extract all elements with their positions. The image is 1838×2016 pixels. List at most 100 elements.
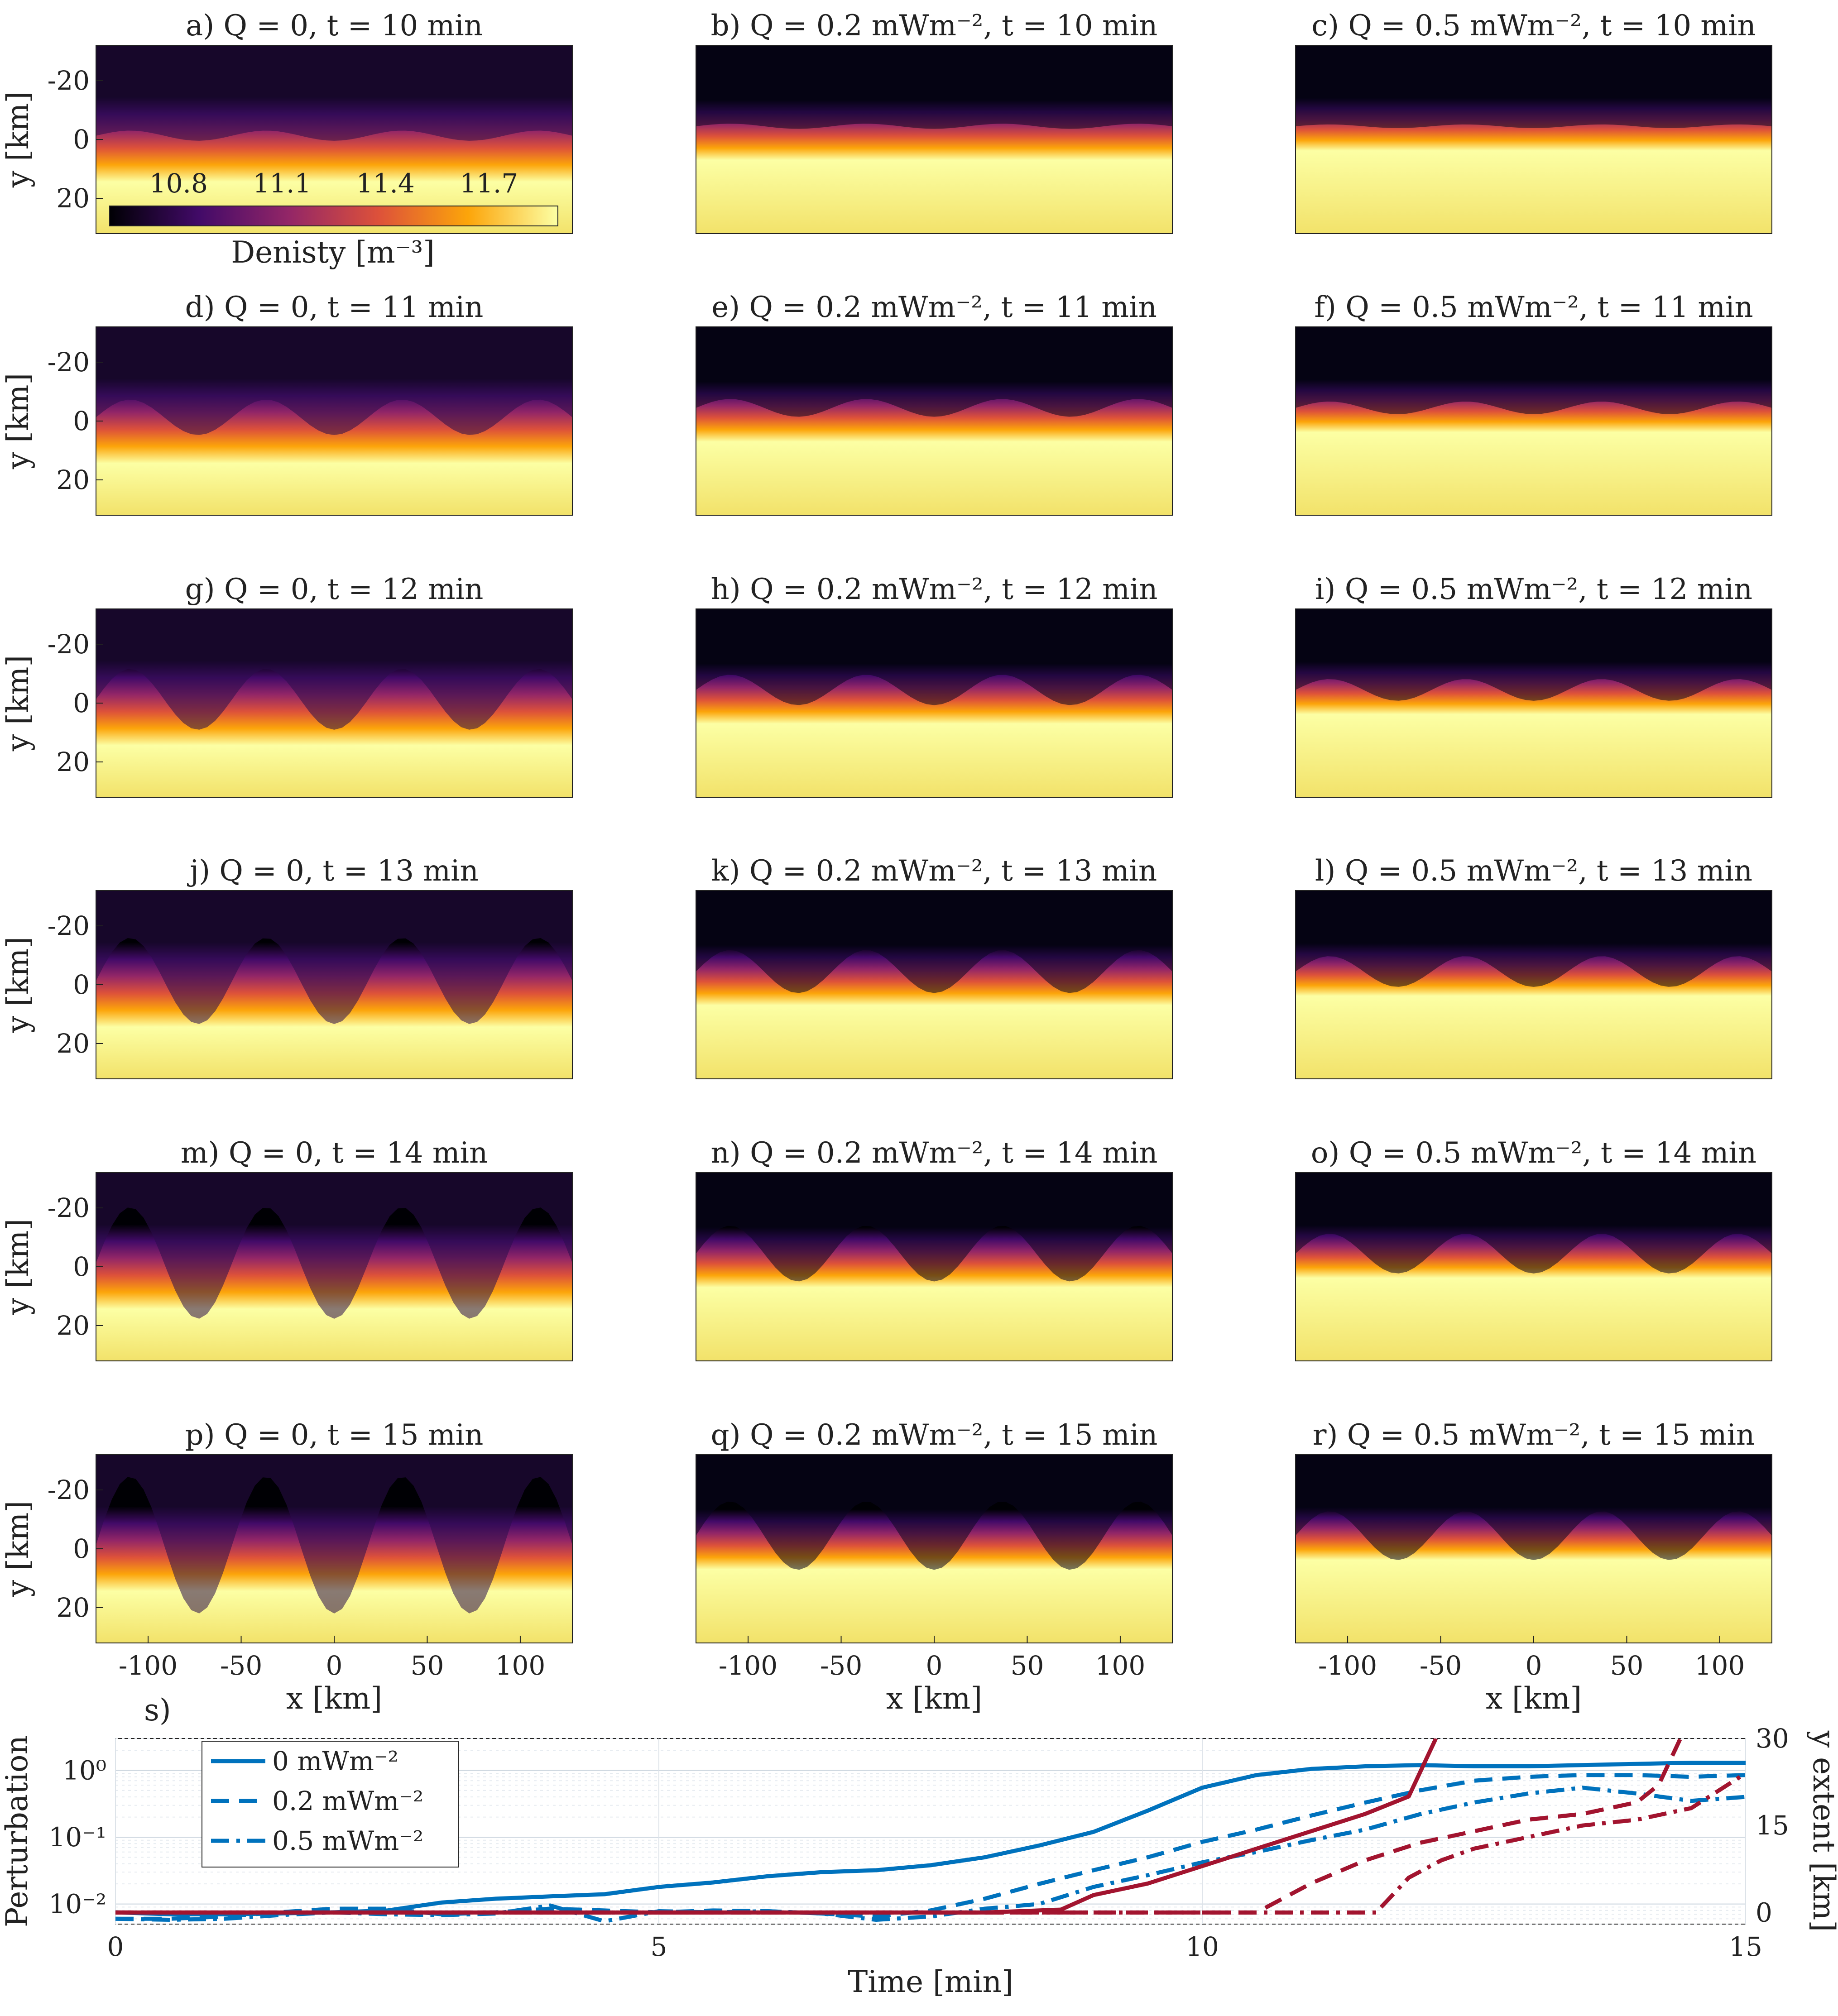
panel-title: l) Q = 0.5 mWm⁻², t = 13 min (1315, 854, 1752, 888)
panel-frame (1295, 890, 1772, 1079)
y-axis-label: y [km] (0, 1501, 35, 1597)
panel-frame (1295, 1172, 1772, 1361)
y-axis-label: y [km] (0, 1219, 35, 1315)
left-tick-label: 10⁻² (48, 1889, 106, 1920)
colorbar-label: Denisty [m⁻³] (231, 235, 435, 270)
y-tick-label: -20 (48, 347, 90, 378)
panel-title: g) Q = 0, t = 12 min (185, 573, 484, 606)
x-tick-label: 15 (1729, 1931, 1762, 1962)
legend-entry: 0.2 mWm⁻² (272, 1786, 423, 1816)
panel-frame (696, 608, 1173, 798)
panel-title: i) Q = 0.5 mWm⁻², t = 12 min (1315, 573, 1752, 606)
x-tick-label: 0 (326, 1650, 343, 1681)
panel-title: f) Q = 0.5 mWm⁻², t = 11 min (1314, 291, 1753, 324)
y-tick-label: -20 (48, 629, 90, 660)
panel-title: m) Q = 0, t = 14 min (181, 1136, 488, 1170)
colorbar: 10.8 11.1 11.4 11.7 Denisty [m⁻³] (109, 168, 558, 270)
x-tick-label: 100 (1095, 1650, 1146, 1681)
heatmap-panel: e) Q = 0.2 mWm⁻², t = 11 min (696, 291, 1173, 516)
right-tick-label: 0 (1756, 1897, 1772, 1928)
x-axis-label: x [km] (1486, 1681, 1582, 1716)
panel-frame (696, 890, 1173, 1079)
colorbar-tick-label: 10.8 (149, 168, 208, 199)
panel-frame (696, 326, 1173, 516)
panel-title: d) Q = 0, t = 11 min (185, 291, 484, 324)
x-tick-label: -100 (119, 1650, 178, 1681)
heatmap-panel: m) Q = 0, t = 14 min -20 0 20 y [km] (0, 1136, 573, 1361)
y-tick-label: 20 (56, 747, 90, 777)
panel-title: o) Q = 0.5 mWm⁻², t = 14 min (1311, 1136, 1756, 1170)
y-tick-label: 20 (56, 1592, 90, 1623)
mixing-interface (96, 609, 572, 730)
mixing-interface (96, 327, 572, 435)
right-tick-label: 15 (1756, 1810, 1789, 1841)
x-tick-label: 0 (926, 1650, 943, 1681)
heatmap-panel: o) Q = 0.5 mWm⁻², t = 14 min (1295, 1136, 1772, 1361)
y-tick-label: 20 (56, 183, 90, 214)
mixing-interface (96, 1455, 572, 1614)
series-line (115, 1738, 1683, 1915)
series-line (115, 1772, 1746, 1915)
y-tick-label: -20 (48, 910, 90, 941)
right-axis-label: y extent [km] (1806, 1730, 1838, 1932)
panel-title: r) Q = 0.5 mWm⁻², t = 15 min (1313, 1418, 1755, 1452)
x-tick-label: 50 (411, 1650, 444, 1681)
heatmap-panels: a) Q = 0, t = 10 min -20 0 20 y [km] b) Q = 0… (0, 9, 1772, 1716)
left-tick-label: 10⁻¹ (48, 1822, 106, 1853)
x-tick-label: 10 (1185, 1931, 1219, 1962)
heatmap-panel: b) Q = 0.2 mWm⁻², t = 10 min (696, 9, 1173, 234)
mixing-interface (696, 45, 1172, 129)
panel-title: h) Q = 0.2 mWm⁻², t = 12 min (711, 573, 1158, 606)
mixing-interface (696, 1455, 1172, 1570)
x-tick-label: 100 (495, 1650, 546, 1681)
panel-frame (1295, 326, 1772, 516)
heatmap-panel: r) Q = 0.5 mWm⁻², t = 15 min -100 -50 0 50 10… (1295, 1418, 1772, 1716)
panel-title: c) Q = 0.5 mWm⁻², t = 10 min (1311, 9, 1756, 43)
x-axis-label: Time [min] (848, 1964, 1013, 1999)
heatmap-panel: d) Q = 0, t = 11 min -20 0 20 y [km] (0, 291, 573, 516)
panel-frame (1295, 45, 1772, 234)
y-axis-label: y [km] (0, 373, 35, 469)
mixing-interface (96, 1173, 572, 1319)
colorbar-bar (109, 206, 558, 226)
mixing-interface (696, 891, 1172, 993)
y-tick-label: 0 (73, 688, 90, 718)
y-tick-label: 20 (56, 1310, 90, 1341)
mixing-interface (696, 327, 1172, 417)
panel-title: e) Q = 0.2 mWm⁻², t = 11 min (711, 291, 1157, 324)
x-tick-label: 50 (1610, 1650, 1644, 1681)
x-tick-label: 0 (107, 1931, 124, 1962)
x-tick-label: -100 (719, 1650, 777, 1681)
heatmap-panel: q) Q = 0.2 mWm⁻², t = 15 min -100 -50 0 50 10… (696, 1418, 1173, 1716)
left-tick-label: 10⁰ (62, 1755, 106, 1786)
right-tick-label: 30 (1756, 1723, 1789, 1754)
heatmap-panel: g) Q = 0, t = 12 min -20 0 20 y [km] (0, 573, 573, 798)
x-tick-label: 0 (1526, 1650, 1542, 1681)
heatmap-panel: n) Q = 0.2 mWm⁻², t = 14 min (696, 1136, 1173, 1361)
mixing-interface (96, 45, 572, 141)
panel-frame (696, 1172, 1173, 1361)
panel-title: a) Q = 0, t = 10 min (186, 9, 483, 43)
y-tick-label: -20 (48, 1192, 90, 1223)
colorbar-tick-label: 11.7 (460, 168, 518, 199)
y-axis-label: y [km] (0, 91, 35, 188)
mixing-interface (1296, 609, 1772, 701)
x-tick-label: 5 (651, 1931, 667, 1962)
mixing-interface (696, 1173, 1172, 1282)
y-tick-label: 20 (56, 464, 90, 495)
y-tick-label: 0 (73, 1533, 90, 1564)
panel-title: k) Q = 0.2 mWm⁻², t = 13 min (711, 854, 1157, 888)
colorbar-tick-label: 11.1 (253, 168, 311, 199)
x-tick-label: 50 (1011, 1650, 1044, 1681)
y-axis-label: y [km] (0, 655, 35, 752)
heatmap-panel: j) Q = 0, t = 13 min -20 0 20 y [km] (0, 854, 573, 1079)
y-axis-label: y [km] (0, 937, 35, 1033)
heatmap-panel: a) Q = 0, t = 10 min -20 0 20 y [km] (0, 9, 573, 234)
x-tick-label: 100 (1695, 1650, 1745, 1681)
y-tick-label: 20 (56, 1028, 90, 1059)
y-tick-label: 0 (73, 406, 90, 436)
panel-frame (696, 45, 1173, 234)
heatmap-panel: h) Q = 0.2 mWm⁻², t = 12 min (696, 573, 1173, 798)
heatmap-panel: l) Q = 0.5 mWm⁻², t = 13 min (1295, 854, 1772, 1079)
